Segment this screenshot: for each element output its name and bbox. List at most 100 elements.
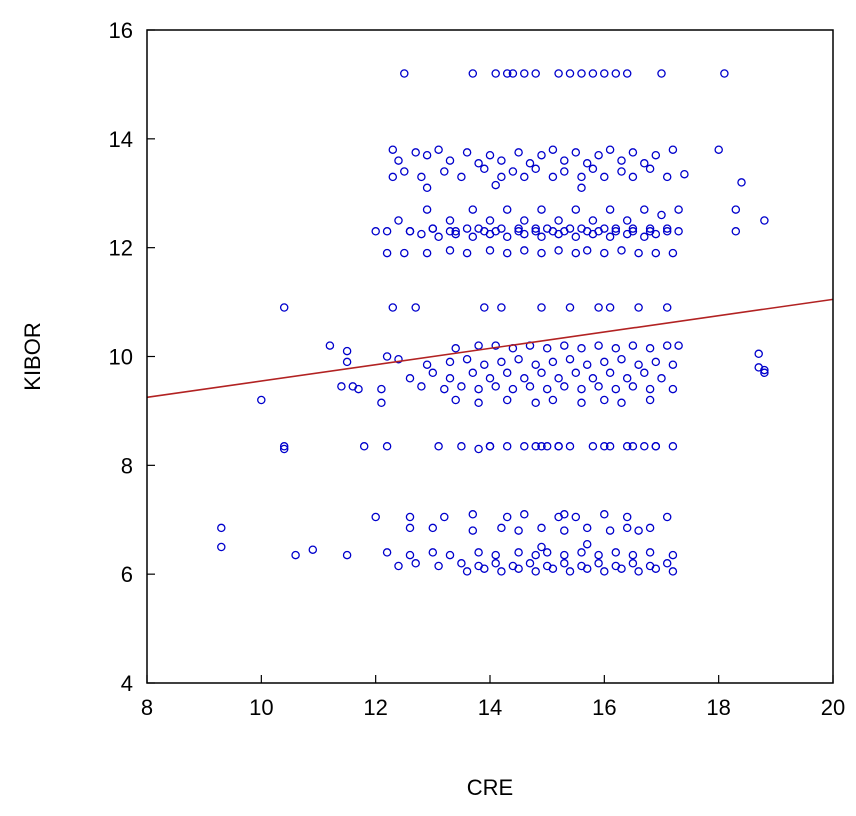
data-point	[514, 564, 523, 573]
data-point	[622, 216, 632, 225]
data-point	[394, 156, 403, 165]
data-point	[422, 150, 432, 160]
data-point	[537, 248, 546, 258]
data-point	[502, 442, 512, 451]
data-point	[662, 341, 672, 350]
data-point	[382, 442, 392, 451]
data-point	[508, 384, 518, 394]
data-point	[342, 346, 352, 356]
data-point	[571, 368, 581, 378]
data-point	[651, 150, 661, 160]
data-point	[577, 548, 586, 557]
data-point	[400, 167, 409, 176]
data-point	[565, 69, 575, 78]
data-point	[651, 248, 661, 258]
data-point	[382, 352, 392, 361]
data-point	[560, 167, 569, 176]
data-point	[520, 69, 529, 78]
data-point	[582, 539, 592, 549]
data-point	[531, 550, 540, 560]
data-point	[462, 567, 472, 576]
data-point	[405, 374, 415, 383]
data-point	[588, 229, 598, 239]
data-point	[611, 224, 621, 233]
data-point	[600, 395, 609, 405]
data-point	[428, 368, 438, 378]
data-point	[628, 341, 638, 350]
data-point	[640, 159, 649, 168]
data-point	[594, 382, 603, 391]
data-point	[451, 227, 460, 236]
data-point	[582, 523, 592, 533]
data-point	[520, 374, 529, 383]
y-tick-label: 12	[109, 236, 133, 261]
data-point	[731, 205, 741, 214]
data-point	[662, 303, 672, 312]
data-point	[537, 523, 546, 533]
data-point	[474, 398, 483, 408]
data-point	[445, 156, 455, 165]
data-point	[537, 368, 546, 378]
data-point	[451, 229, 460, 239]
data-point	[508, 167, 518, 176]
data-point	[582, 360, 592, 369]
data-point	[554, 216, 563, 225]
data-point	[628, 559, 638, 568]
x-tick-label: 16	[592, 695, 616, 720]
data-point	[662, 559, 672, 568]
data-point	[445, 216, 455, 225]
data-point	[617, 564, 626, 573]
data-point	[622, 442, 632, 451]
data-point	[537, 205, 546, 214]
data-point	[485, 229, 495, 239]
data-point	[628, 172, 638, 182]
data-point	[560, 559, 569, 568]
data-point	[594, 303, 603, 312]
data-point	[514, 548, 523, 557]
data-point	[348, 382, 358, 391]
data-point	[668, 248, 678, 258]
data-point	[491, 69, 500, 78]
data-point	[400, 248, 409, 258]
data-point	[497, 523, 506, 533]
data-point	[445, 550, 455, 560]
data-point	[491, 180, 500, 190]
data-point	[485, 216, 495, 225]
data-point	[560, 382, 569, 391]
data-point	[617, 398, 626, 408]
data-point	[565, 354, 575, 364]
data-point	[577, 384, 586, 394]
data-point	[577, 69, 586, 78]
data-point	[617, 167, 626, 176]
data-point	[588, 69, 598, 78]
data-point	[445, 374, 455, 383]
data-point	[600, 224, 609, 233]
data-point	[582, 159, 592, 168]
data-point	[720, 69, 729, 78]
data-point	[405, 512, 415, 522]
data-point	[662, 172, 672, 182]
data-point	[588, 216, 598, 225]
data-point	[600, 510, 609, 519]
data-point	[382, 227, 392, 236]
data-point	[428, 548, 438, 557]
data-point	[554, 229, 563, 239]
x-tick-label: 10	[249, 695, 273, 720]
data-point	[537, 442, 546, 451]
data-point	[737, 178, 746, 187]
data-point	[657, 69, 666, 78]
data-point	[440, 384, 449, 394]
data-point	[382, 248, 392, 258]
data-point	[531, 227, 540, 236]
data-point	[537, 303, 546, 312]
data-point	[571, 205, 581, 214]
data-point	[531, 442, 540, 451]
data-point	[417, 382, 426, 391]
data-point	[622, 374, 632, 383]
data-point	[760, 216, 769, 225]
data-point	[628, 224, 638, 233]
data-point	[337, 382, 346, 391]
data-point	[520, 246, 529, 255]
data-point	[497, 303, 506, 312]
data-point	[462, 248, 472, 258]
